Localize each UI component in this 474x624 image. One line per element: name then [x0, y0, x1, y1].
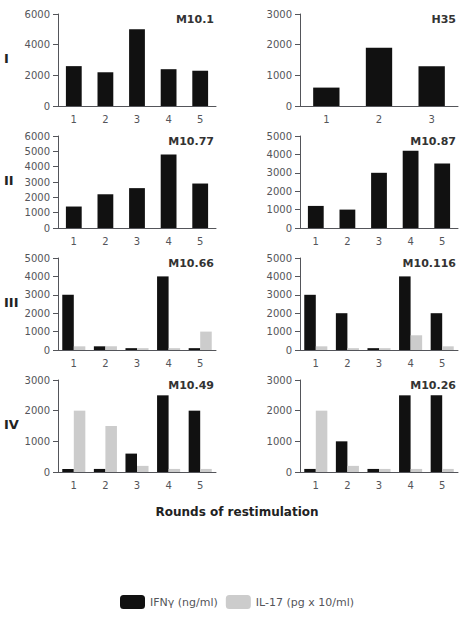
svg-text:4000: 4000 — [267, 149, 292, 160]
svg-text:2000: 2000 — [267, 186, 292, 197]
svg-text:M10.26: M10.26 — [410, 379, 456, 392]
svg-text:3: 3 — [376, 358, 382, 369]
svg-text:3000: 3000 — [267, 289, 292, 300]
svg-text:M10.87: M10.87 — [410, 135, 456, 148]
svg-text:1000: 1000 — [267, 204, 292, 215]
svg-text:5000: 5000 — [25, 146, 50, 157]
svg-text:1: 1 — [71, 114, 77, 125]
svg-text:5: 5 — [197, 480, 203, 491]
svg-text:3000: 3000 — [25, 375, 50, 386]
svg-text:0: 0 — [286, 345, 292, 356]
svg-text:Rounds of restimulation: Rounds of restimulation — [155, 505, 318, 519]
svg-text:0: 0 — [286, 467, 292, 478]
svg-text:0: 0 — [44, 223, 50, 234]
svg-text:2: 2 — [344, 236, 350, 247]
svg-text:4000: 4000 — [267, 271, 292, 282]
svg-text:3: 3 — [134, 236, 140, 247]
svg-text:5: 5 — [439, 480, 445, 491]
svg-text:4000: 4000 — [25, 161, 50, 172]
svg-text:4: 4 — [407, 358, 413, 369]
svg-text:1000: 1000 — [25, 207, 50, 218]
svg-text:4: 4 — [165, 480, 171, 491]
svg-text:1000: 1000 — [25, 326, 50, 337]
svg-text:0: 0 — [44, 345, 50, 356]
svg-text:2: 2 — [102, 114, 108, 125]
svg-text:H35: H35 — [431, 13, 456, 26]
svg-text:1: 1 — [71, 480, 77, 491]
svg-text:3: 3 — [376, 480, 382, 491]
svg-text:M10.66: M10.66 — [168, 257, 214, 270]
svg-text:3000: 3000 — [25, 289, 50, 300]
svg-text:2000: 2000 — [267, 405, 292, 416]
svg-text:III: III — [4, 295, 19, 310]
svg-text:IV: IV — [4, 417, 19, 432]
svg-text:5000: 5000 — [267, 253, 292, 264]
svg-text:6000: 6000 — [25, 131, 50, 142]
svg-text:1: 1 — [313, 480, 319, 491]
svg-text:5: 5 — [197, 114, 203, 125]
svg-text:3: 3 — [134, 114, 140, 125]
svg-text:2: 2 — [102, 358, 108, 369]
svg-text:4000: 4000 — [25, 39, 50, 50]
svg-text:1: 1 — [313, 236, 319, 247]
svg-text:1: 1 — [323, 114, 329, 125]
svg-text:M10.116: M10.116 — [403, 257, 457, 270]
svg-text:4000: 4000 — [25, 271, 50, 282]
svg-text:1000: 1000 — [267, 436, 292, 447]
svg-text:5: 5 — [197, 358, 203, 369]
svg-text:6000: 6000 — [25, 9, 50, 20]
svg-text:IFNγ (ng/ml): IFNγ (ng/ml) — [150, 596, 218, 609]
svg-text:5: 5 — [439, 358, 445, 369]
svg-text:2: 2 — [344, 480, 350, 491]
svg-text:M10.49: M10.49 — [168, 379, 214, 392]
svg-text:2: 2 — [102, 480, 108, 491]
svg-text:5: 5 — [439, 236, 445, 247]
svg-text:1000: 1000 — [25, 436, 50, 447]
svg-text:II: II — [4, 173, 14, 188]
svg-text:4: 4 — [407, 480, 413, 491]
svg-text:3000: 3000 — [267, 9, 292, 20]
svg-text:1000: 1000 — [267, 326, 292, 337]
svg-text:2000: 2000 — [267, 39, 292, 50]
svg-text:2000: 2000 — [25, 70, 50, 81]
svg-text:3000: 3000 — [25, 177, 50, 188]
svg-text:3: 3 — [376, 236, 382, 247]
svg-text:1: 1 — [71, 358, 77, 369]
svg-text:2: 2 — [102, 236, 108, 247]
svg-text:1000: 1000 — [267, 70, 292, 81]
svg-text:M10.77: M10.77 — [168, 135, 214, 148]
svg-text:IL-17 (pg x 10/ml): IL-17 (pg x 10/ml) — [256, 596, 354, 609]
svg-text:I: I — [4, 51, 9, 66]
svg-text:0: 0 — [286, 223, 292, 234]
svg-text:2: 2 — [376, 114, 382, 125]
svg-text:2000: 2000 — [25, 192, 50, 203]
svg-text:3: 3 — [134, 480, 140, 491]
svg-text:3000: 3000 — [267, 375, 292, 386]
svg-text:1: 1 — [313, 358, 319, 369]
svg-text:0: 0 — [286, 101, 292, 112]
svg-text:2000: 2000 — [25, 308, 50, 319]
svg-text:1: 1 — [71, 236, 77, 247]
svg-text:4: 4 — [165, 358, 171, 369]
svg-text:5000: 5000 — [25, 253, 50, 264]
svg-text:M10.1: M10.1 — [176, 13, 214, 26]
svg-text:2: 2 — [344, 358, 350, 369]
svg-text:3: 3 — [428, 114, 434, 125]
svg-text:2000: 2000 — [25, 405, 50, 416]
svg-text:4: 4 — [165, 236, 171, 247]
svg-text:2000: 2000 — [267, 308, 292, 319]
svg-text:3000: 3000 — [267, 167, 292, 178]
svg-text:5000: 5000 — [267, 131, 292, 142]
svg-text:5: 5 — [197, 236, 203, 247]
svg-text:0: 0 — [44, 467, 50, 478]
svg-text:3: 3 — [134, 358, 140, 369]
svg-text:4: 4 — [165, 114, 171, 125]
svg-text:4: 4 — [407, 236, 413, 247]
svg-text:0: 0 — [44, 101, 50, 112]
